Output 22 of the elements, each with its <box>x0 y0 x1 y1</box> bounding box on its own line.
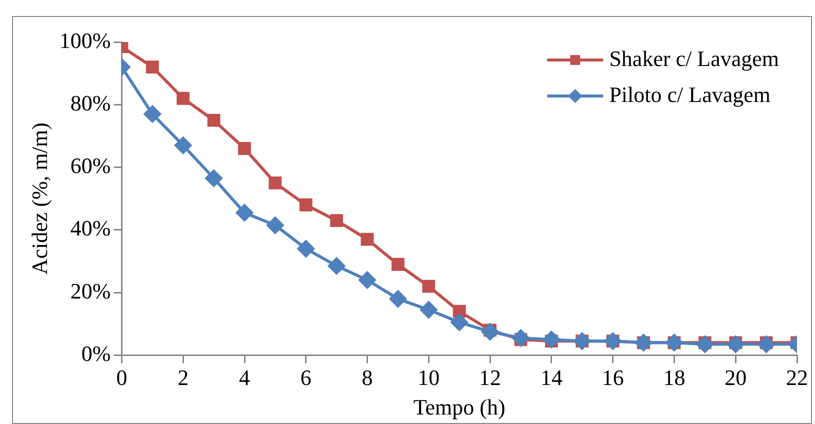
x-tick-label: 14 <box>540 365 562 390</box>
x-tick-label: 2 <box>178 365 189 390</box>
y-tick-label: 80% <box>70 90 111 116</box>
x-tick-label: 16 <box>602 365 624 390</box>
x-tick-label: 0 <box>116 365 128 390</box>
y-tick-label: 0% <box>81 340 111 366</box>
x-tick-label: 18 <box>663 365 686 390</box>
legend-label: Shaker c/ Lavagem <box>609 46 779 71</box>
y-tick-label: 20% <box>70 278 111 304</box>
y-tick-label: 40% <box>70 216 111 241</box>
x-tick-label: 10 <box>418 365 440 390</box>
x-tick-label: 20 <box>724 365 747 390</box>
x-axis-title: Tempo (h) <box>413 394 506 420</box>
legend-label: Piloto c/ Lavagem <box>609 82 770 107</box>
x-tick-label: 4 <box>239 365 250 390</box>
y-tick-label: 100% <box>59 28 111 53</box>
x-tick-label: 6 <box>300 365 312 390</box>
x-tick-label: 12 <box>479 365 502 390</box>
x-tick-label: 22 <box>786 365 808 390</box>
x-tick-label: 8 <box>362 365 373 390</box>
y-tick-label: 60% <box>70 153 111 178</box>
y-axis-title: Acidez (%, m/m) <box>26 122 52 275</box>
